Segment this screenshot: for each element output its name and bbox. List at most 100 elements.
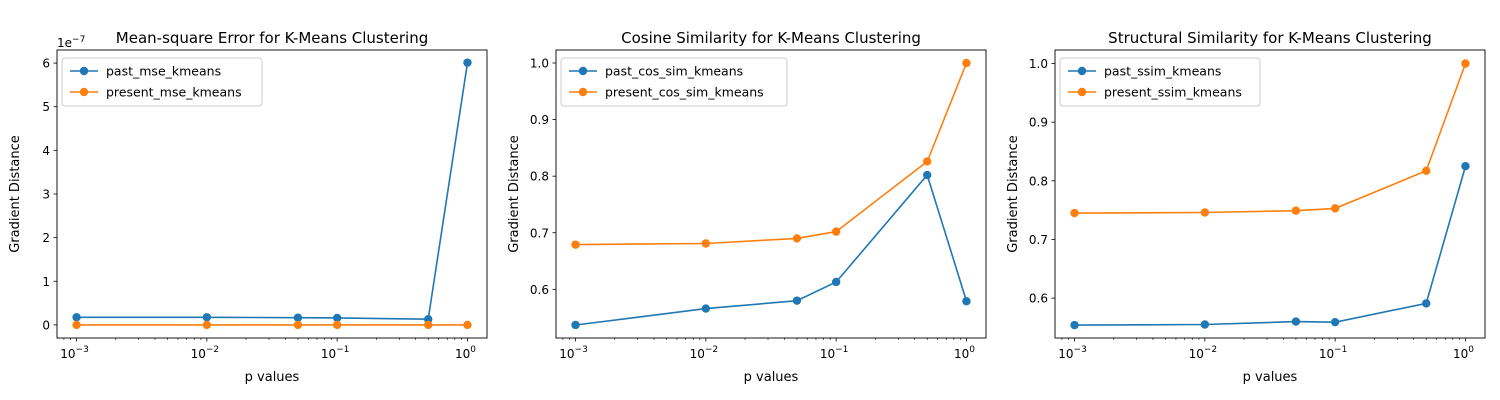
- x-tick-base: 10: [191, 347, 206, 361]
- y-tick-label: 1.0: [530, 57, 549, 71]
- y-tick-label: 0.7: [530, 226, 549, 240]
- x-tick-exponent: 0: [1468, 345, 1474, 355]
- data-point-present_ssim_kmeans: [1070, 208, 1079, 218]
- x-tick-label: 10−1: [321, 345, 350, 361]
- x-tick-exponent: −3: [575, 345, 588, 355]
- chart-panel-2: Cosine Similarity for K-Means Clustering…: [507, 29, 987, 385]
- data-point-past_cos_sim_kmeans: [962, 297, 971, 306]
- data-point-present_cos_sim_kmeans: [701, 239, 711, 248]
- x-tick-label: 100: [1453, 345, 1474, 361]
- x-tick-exponent: −3: [1074, 345, 1087, 355]
- y-tick-label: 1.0: [1029, 57, 1048, 71]
- data-point-past_mse_kmeans: [202, 313, 212, 322]
- y-axis-label: Gradient Distance: [8, 135, 23, 253]
- x-tick-base: 10: [1453, 347, 1468, 361]
- legend-marker-past_cos_sim_kmeans: [578, 66, 588, 76]
- data-point-present_mse_kmeans: [72, 320, 81, 330]
- x-tick-label: 10−1: [1319, 345, 1348, 361]
- legend-box: [1059, 57, 1261, 107]
- x-tick-base: 10: [455, 347, 470, 361]
- series-line-present_cos_sim_kmeans: [575, 62, 968, 246]
- data-point-present_ssim_kmeans: [1461, 59, 1470, 68]
- data-point-present_ssim_kmeans: [1291, 206, 1301, 215]
- data-point-present_cos_sim_kmeans: [792, 234, 802, 243]
- x-tick-exponent: −1: [336, 345, 349, 355]
- data-point-present_mse_kmeans: [202, 320, 212, 330]
- axes-frame: [555, 49, 987, 339]
- y-tick-label: 0.8: [530, 170, 549, 184]
- legend-marker-past_ssim_kmeans: [1077, 66, 1087, 76]
- chart-title: Cosine Similarity for K-Means Clustering: [621, 29, 921, 47]
- y-tick-label: 1: [42, 275, 50, 289]
- data-point-present_mse_kmeans: [293, 320, 303, 330]
- data-point-present_ssim_kmeans: [1330, 204, 1340, 213]
- x-tick-label: 100: [455, 345, 476, 361]
- data-point-present_mse_kmeans: [332, 320, 342, 330]
- x-tick-exponent: 0: [969, 345, 975, 355]
- x-tick-label: 10−3: [60, 345, 89, 361]
- data-point-past_ssim_kmeans: [1200, 320, 1210, 329]
- legend-label: past_ssim_kmeans: [1104, 64, 1221, 79]
- x-tick-label: 10−2: [690, 345, 719, 361]
- x-axis-label: p values: [245, 370, 300, 385]
- data-point-past_ssim_kmeans: [1461, 161, 1470, 171]
- x-tick-exponent: −2: [206, 345, 219, 355]
- x-tick-exponent: 0: [470, 345, 476, 355]
- data-point-present_ssim_kmeans: [1200, 208, 1210, 217]
- axes-frame: [1054, 49, 1486, 339]
- data-point-past_mse_kmeans: [332, 313, 342, 323]
- x-tick-base: 10: [820, 347, 835, 361]
- series-line-past_ssim_kmeans: [1074, 165, 1467, 326]
- y-axis-label: Gradient Distance: [1006, 135, 1021, 253]
- y-offset-base: 1e: [57, 36, 72, 50]
- x-tick-label: 10−3: [1058, 345, 1087, 361]
- x-tick-base: 10: [559, 347, 574, 361]
- y-tick-label: 3: [42, 188, 50, 202]
- x-axis-label: p values: [1243, 370, 1298, 385]
- x-tick-base: 10: [1189, 347, 1204, 361]
- legend-box: [560, 57, 788, 107]
- legend-marker-present_mse_kmeans: [79, 87, 89, 97]
- data-point-past_ssim_kmeans: [1070, 320, 1079, 330]
- legend-label: past_mse_kmeans: [106, 64, 221, 79]
- data-point-present_cos_sim_kmeans: [571, 240, 580, 249]
- x-axis-label: p values: [744, 370, 799, 385]
- data-point-present_ssim_kmeans: [1422, 166, 1431, 176]
- x-tick-exponent: −2: [705, 345, 718, 355]
- x-tick-exponent: −1: [1334, 345, 1347, 355]
- y-tick-label: 0.9: [1029, 116, 1048, 130]
- y-tick-label: 2: [42, 231, 50, 245]
- x-tick-base: 10: [60, 347, 75, 361]
- data-point-present_mse_kmeans: [463, 320, 472, 330]
- legend-marker-present_cos_sim_kmeans: [578, 87, 588, 97]
- data-point-past_ssim_kmeans: [1422, 299, 1431, 308]
- data-point-past_cos_sim_kmeans: [831, 277, 841, 287]
- x-tick-base: 10: [954, 347, 969, 361]
- data-point-present_cos_sim_kmeans: [923, 157, 932, 166]
- y-tick-label: 0: [42, 318, 50, 332]
- y-tick-label: 0.8: [1029, 174, 1048, 188]
- data-point-past_ssim_kmeans: [1330, 317, 1340, 327]
- data-point-present_cos_sim_kmeans: [831, 227, 841, 236]
- chart-panel-1: Mean-square Error for K-Means Clustering…: [8, 29, 488, 385]
- series-line-past_mse_kmeans: [76, 62, 469, 321]
- chart-title: Mean-square Error for K-Means Clustering: [116, 29, 428, 47]
- data-point-past_mse_kmeans: [293, 313, 303, 322]
- y-tick-label: 0.6: [530, 283, 549, 297]
- chart-panel-3: Structural Similarity for K-Means Cluste…: [1006, 29, 1486, 385]
- x-tick-base: 10: [690, 347, 705, 361]
- data-point-past_mse_kmeans: [463, 58, 472, 67]
- y-offset-label: 1e−7: [57, 35, 85, 50]
- x-tick-label: 100: [954, 345, 975, 361]
- legend-label: present_cos_sim_kmeans: [605, 85, 764, 100]
- data-point-past_ssim_kmeans: [1291, 317, 1301, 326]
- y-tick-label: 0.9: [530, 113, 549, 127]
- x-tick-exponent: −1: [835, 345, 848, 355]
- x-tick-label: 10−2: [1189, 345, 1218, 361]
- y-tick-label: 0.7: [1029, 233, 1048, 247]
- x-tick-exponent: −2: [1204, 345, 1217, 355]
- data-point-present_mse_kmeans: [424, 320, 433, 330]
- y-tick-label: 5: [42, 100, 50, 114]
- chart-title: Structural Similarity for K-Means Cluste…: [1108, 29, 1432, 47]
- y-offset-exponent: −7: [72, 35, 85, 45]
